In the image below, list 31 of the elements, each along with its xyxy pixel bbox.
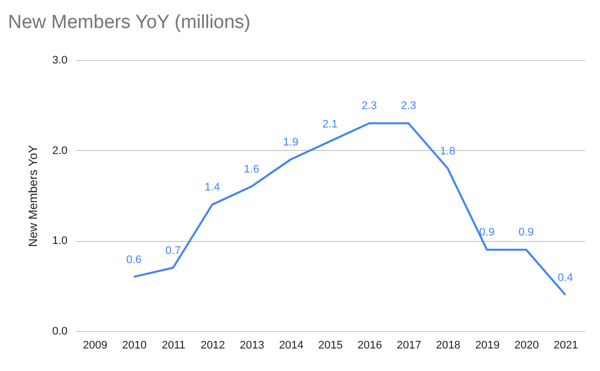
data-label: 2.3 [362,100,377,112]
x-tick-label: 2016 [357,340,382,352]
x-tick-label: 2009 [82,340,108,352]
y-tick-label: 0.0 [52,326,68,338]
data-label: 1.9 [283,136,298,148]
data-label: 0.6 [126,254,142,266]
x-tick-label: 2019 [475,340,500,352]
x-tick-label: 2018 [436,340,460,352]
y-axis-title: New Members YoY [26,144,40,248]
data-label: 2.3 [400,100,416,112]
x-tick-label: 2012 [200,340,226,352]
x-tick-label: 2013 [240,340,264,352]
x-tick-label: 2011 [162,340,186,352]
x-tick-label: 2015 [318,340,343,352]
x-tick-label: 2014 [279,340,304,352]
data-label: 2.1 [322,118,338,130]
data-label: 0.7 [165,244,181,257]
data-label: 0.9 [479,226,495,239]
y-tick-label: 1.0 [52,235,68,248]
data-label: 1.8 [440,145,456,158]
y-tick-label: 2.0 [52,144,68,157]
data-label: 1.6 [244,163,260,176]
x-tick-label: 2017 [396,340,422,352]
data-label: 0.4 [558,272,574,284]
y-tick-label: 3.0 [52,54,68,66]
data-label: 1.4 [204,182,220,194]
chart-title: New Members YoY (millions) [8,12,251,33]
data-label: 0.9 [518,226,534,239]
x-tick-label: 2010 [122,340,147,352]
x-tick-label: 2021 [554,340,578,352]
x-tick-label: 2020 [514,340,539,352]
